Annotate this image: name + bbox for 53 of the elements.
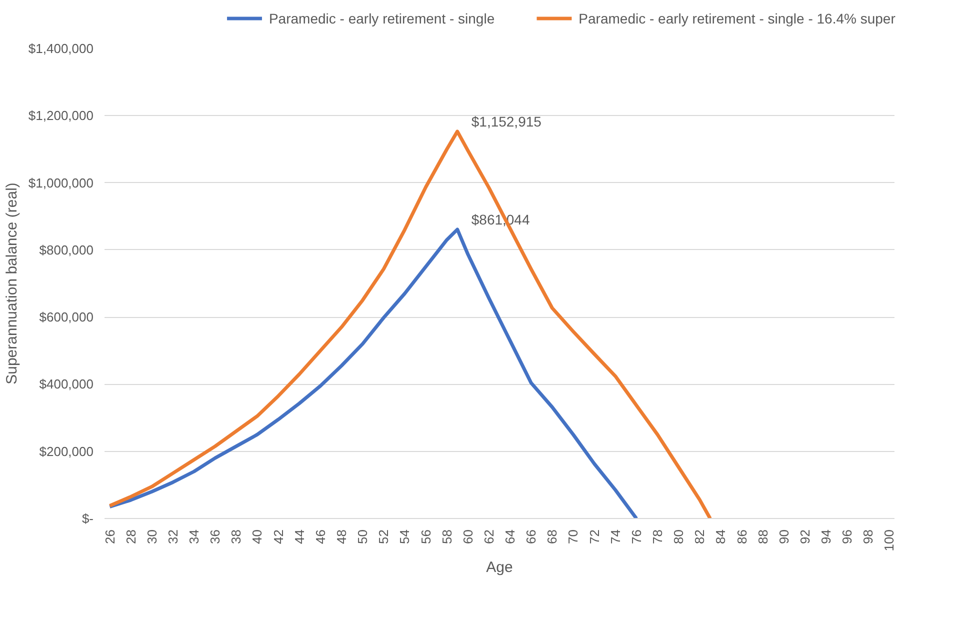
x-tick-label: 40 — [250, 529, 265, 544]
x-tick-label: 98 — [860, 529, 876, 544]
x-tick-label: 56 — [418, 529, 434, 544]
legend-label: Paramedic - early retirement - single - 16.4% super — [578, 10, 896, 26]
x-tick-label: 72 — [586, 529, 602, 544]
x-tick-label: 48 — [334, 529, 349, 544]
x-tick-label: 32 — [165, 529, 180, 544]
x-tick-label: 66 — [524, 529, 539, 544]
x-tick-label: 50 — [355, 529, 370, 544]
x-tick-label: 58 — [439, 529, 454, 544]
x-tick-label: 62 — [481, 529, 496, 544]
x-tick-label: 100 — [882, 529, 897, 552]
y-tick-label: $400,000 — [39, 376, 94, 392]
x-tick-label: 52 — [376, 529, 392, 544]
x-tick-label: 46 — [312, 529, 328, 544]
x-tick-label: 34 — [186, 529, 202, 544]
x-tick-label: 92 — [797, 529, 812, 544]
x-axis-title: Age — [486, 559, 513, 576]
x-tick-label: 42 — [270, 529, 286, 544]
x-tick-label: 54 — [397, 529, 412, 544]
x-tick-label: 90 — [776, 529, 792, 544]
x-tick-label: 96 — [840, 529, 855, 544]
x-tick-label: 78 — [650, 529, 665, 544]
x-tick-label: 86 — [734, 529, 750, 544]
line-series — [108, 228, 638, 518]
x-tick-label: 26 — [102, 529, 118, 544]
x-tick-label: 76 — [628, 529, 644, 544]
x-tick-label: 28 — [123, 529, 138, 544]
y-tick-label: $600,000 — [39, 310, 94, 325]
x-tick-label: 64 — [502, 529, 518, 544]
x-tick-label: 60 — [460, 529, 476, 544]
y-tick-label: $- — [82, 511, 94, 526]
x-tick-label: 82 — [692, 529, 708, 544]
y-tick-label: $1,400,000 — [28, 41, 94, 56]
x-tick-label: 36 — [208, 529, 223, 544]
x-tick-label: 44 — [292, 529, 307, 544]
x-tick-label: 94 — [818, 529, 834, 544]
y-tick-label: $800,000 — [39, 242, 94, 258]
y-tick-label: $1,200,000 — [28, 108, 94, 124]
legend-label: Paramedic - early retirement - single — [268, 10, 495, 26]
x-tick-label: 74 — [608, 529, 623, 544]
y-tick-label: $200,000 — [39, 444, 94, 459]
x-tick-label: 38 — [228, 529, 244, 544]
data-label: $1,152,915 — [471, 113, 542, 130]
x-tick-label: 88 — [755, 529, 770, 544]
y-axis-title: Superannuation balance (real) — [3, 182, 20, 384]
line-series — [108, 130, 712, 518]
y-tick-label: $1,000,000 — [28, 175, 94, 190]
x-tick-label: 30 — [144, 529, 160, 544]
x-tick-label: 84 — [713, 529, 728, 544]
x-tick-label: 68 — [544, 529, 560, 544]
x-tick-label: 70 — [566, 529, 581, 544]
x-tick-label: 80 — [671, 529, 686, 544]
